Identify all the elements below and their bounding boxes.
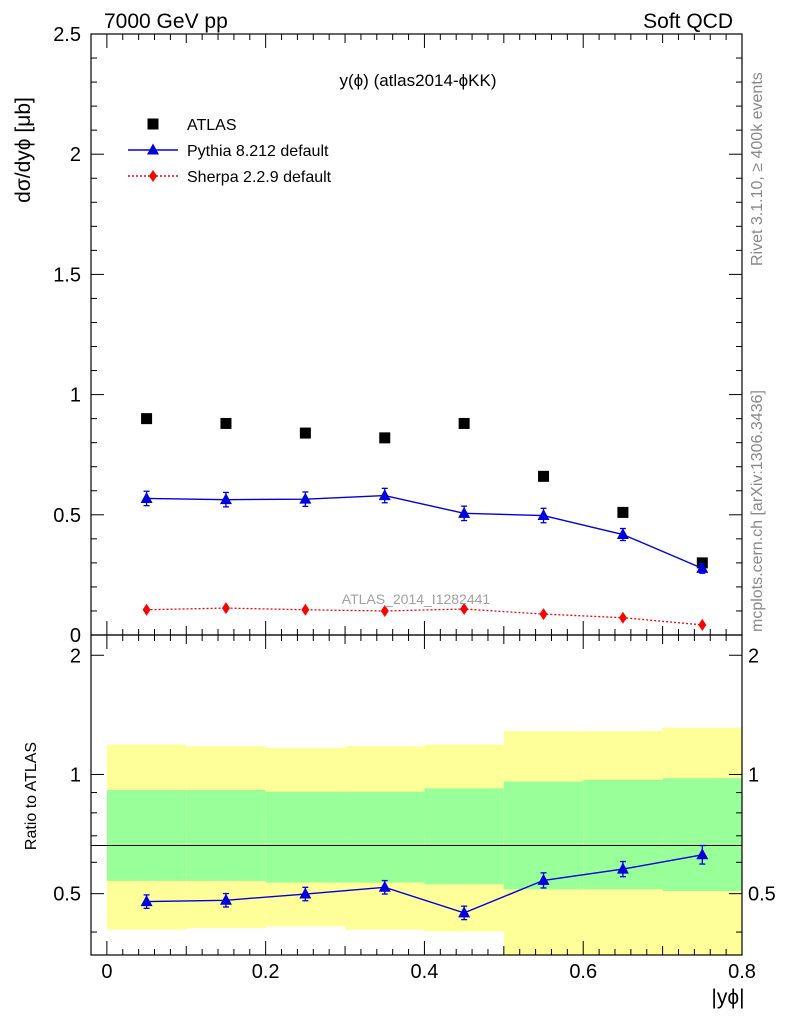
legend-entry: Sherpa 2.2.9 default [128, 169, 332, 186]
plot-title: y(ϕ) (atlas2014-ϕKK) [340, 71, 497, 90]
data-point [220, 417, 232, 429]
data-point [299, 492, 312, 504]
ratio-uncertainty-bands [106, 727, 742, 955]
x-tick-label: 0.8 [728, 961, 756, 983]
series-line [146, 494, 703, 570]
data-point [537, 509, 550, 521]
x-tick-label: 0.4 [411, 961, 439, 983]
watermark: ATLAS_2014_I1282441 [342, 591, 491, 607]
data-point [380, 604, 389, 617]
data-point [142, 603, 151, 616]
legend-marker [147, 143, 159, 155]
data-point [539, 608, 548, 621]
data-point [698, 618, 707, 631]
ratio-point [458, 906, 471, 918]
legend-marker [147, 118, 159, 130]
series-line [146, 607, 703, 626]
legend: ATLAS Pythia 8.212 default Sherpa 2.2.9 de… [128, 117, 332, 186]
data-point [301, 603, 310, 616]
green-band-bin [345, 791, 425, 883]
legend-label: Sherpa 2.2.9 default [187, 169, 332, 186]
data-point [617, 506, 629, 518]
x-axis-title: |yϕ| [711, 986, 744, 1009]
data-point [379, 432, 391, 444]
y-tick-label: 0.5 [53, 505, 81, 527]
ratio-y-tick-label-right: 2 [748, 645, 759, 667]
series-pythia-8-212-default [140, 487, 709, 574]
mcplots-label: mcplots.cern.ch [arXiv:1306.3436] [749, 390, 766, 632]
y-tick-label: 2 [70, 144, 81, 166]
legend-label: Pythia 8.212 default [187, 143, 329, 160]
green-band-bin [424, 788, 504, 885]
data-point [378, 489, 391, 501]
data-point [618, 611, 627, 624]
y-tick-label: 0 [70, 625, 81, 647]
data-point [458, 417, 470, 429]
ratio-series-pythia-8-212-default [140, 844, 709, 921]
data-point [696, 561, 709, 573]
ratio-y-tick-label: 2 [70, 645, 81, 667]
green-band-bin [106, 789, 187, 881]
data-point [219, 493, 232, 505]
data-point [460, 603, 469, 616]
legend-marker [149, 170, 157, 182]
data-point [140, 491, 153, 503]
ratio-point [696, 848, 709, 860]
ratio-point [378, 880, 391, 892]
rivet-label: Rivet 3.1.10, ≥ 400k events [749, 72, 766, 266]
ratio-line [146, 854, 703, 914]
ratio-y-tick-label: 0.5 [53, 884, 81, 906]
ratio-y-tick-label-right: 1 [748, 764, 759, 786]
x-tick-label: 0 [101, 961, 112, 983]
ratio-point [299, 887, 312, 899]
ratio-axis-title: Ratio to ATLAS [23, 742, 40, 850]
data-point [141, 413, 153, 425]
y-tick-label: 1 [70, 385, 81, 407]
legend-entry: Pythia 8.212 default [128, 143, 329, 160]
data-point [299, 427, 311, 439]
legend-entry: ATLAS [147, 117, 237, 134]
header-left: 7000 GeV pp [104, 10, 228, 33]
y-axis-title: dσ/dyϕ [μb] [12, 97, 35, 203]
y-tick-label: 2.5 [53, 24, 81, 46]
x-tick-label: 0.6 [569, 961, 597, 983]
ratio-point [219, 893, 232, 905]
ratio-point [616, 862, 629, 874]
green-band-bin [662, 778, 742, 891]
data-point [616, 528, 629, 540]
header-right: Soft QCD [643, 10, 733, 33]
data-point [221, 602, 230, 615]
y-tick-label: 1.5 [53, 264, 81, 286]
ratio-y-tick-label: 1 [70, 764, 81, 786]
series-sherpa-2-2-9-default [142, 602, 707, 631]
ratio-point [140, 895, 153, 907]
green-band-bin [265, 791, 346, 883]
data-point [458, 506, 471, 518]
ratio-y-tick-label-right: 0.5 [748, 884, 776, 906]
ratio-point [537, 873, 550, 885]
green-band-bin [503, 781, 584, 890]
lower-frame [90, 634, 743, 956]
x-tick-label: 0.2 [252, 961, 280, 983]
series-atlas [141, 413, 708, 569]
green-band-bin [186, 789, 266, 881]
data-point [538, 470, 550, 482]
legend-label: ATLAS [187, 117, 237, 134]
